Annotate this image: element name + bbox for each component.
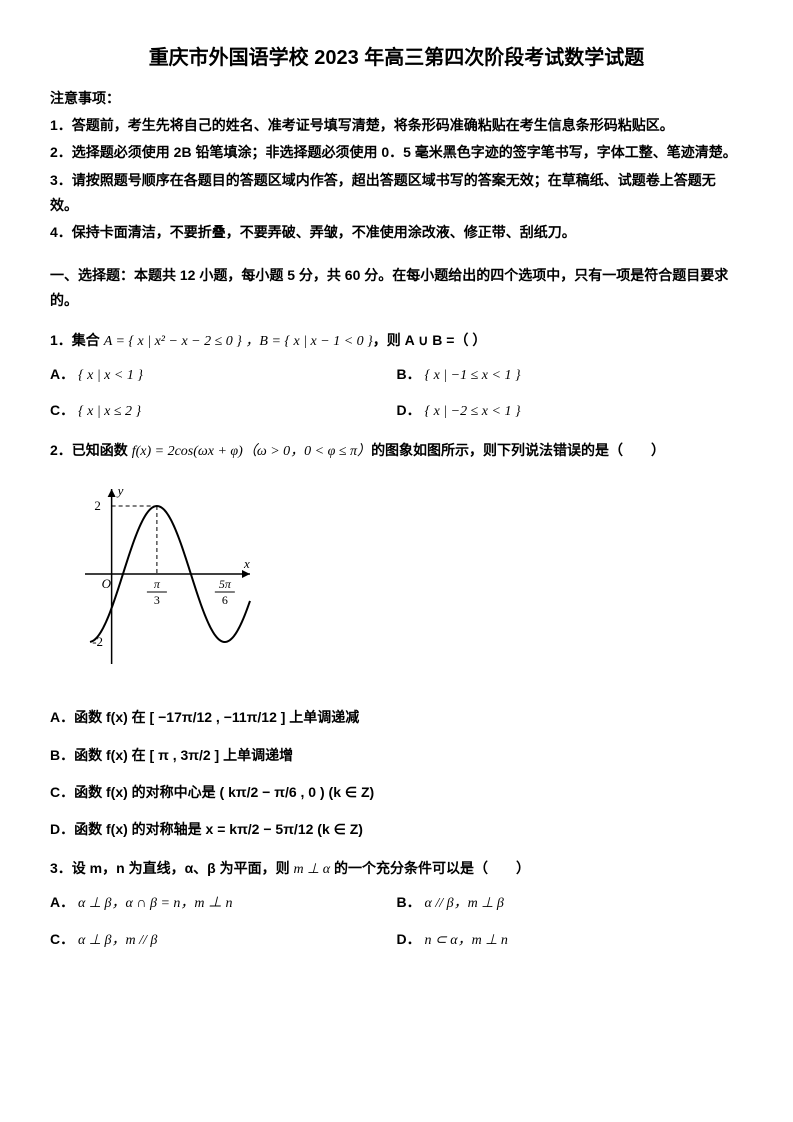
q2-choice-a: A．函数 f(x) 在 [ −17π/12 , −11π/12 ] 上单调递减 [50,705,743,730]
notice-item: 2．选择题必须使用 2B 铅笔填涂；非选择题必须使用 0．5 毫米黑色字迹的签字… [50,140,743,165]
q3-choice-c: C．α ⊥ β，m // β [50,927,397,953]
choice-label: D． [397,398,425,423]
q2-choice-c: C．函数 f(x) 的对称中心是 ( kπ/2 − π/6 , 0 ) (k ∈… [50,780,743,805]
svg-text:6: 6 [222,593,228,607]
notice-item: 4．保持卡面清洁，不要折叠，不要弄破、弄皱，不准使用涂改液、修正带、刮纸刀。 [50,220,743,245]
q2-choice-a-text: A．函数 f(x) 在 [ −17π/12 , −11π/12 ] 上单调递减 [50,709,359,725]
q1-stem-pre: 1．集合 [50,332,104,348]
svg-text:3: 3 [154,593,160,607]
q1-stem-math: A = { x | x² − x − 2 ≤ 0 } ，B = { x | x … [104,334,373,349]
q2-stem-math: f(x) = 2cos(ωx + φ)（ω > 0，0 < φ ≤ π） [132,444,371,459]
question-2: 2．已知函数 f(x) = 2cos(ωx + φ)（ω > 0，0 < φ ≤… [50,438,743,464]
svg-text:π: π [154,577,161,591]
q2-choice-b: B．函数 f(x) 在 [ π , 3π/2 ] 上单调递增 [50,743,743,768]
question-3: 3．设 m，n 为直线，α、β 为平面，则 m ⊥ α 的一个充分条件可以是（ … [50,856,743,882]
choice-label: B． [397,362,425,387]
section-heading: 一、选择题：本题共 12 小题，每小题 5 分，共 60 分。在每小题给出的四个… [50,263,743,313]
choice-label: A． [50,890,78,915]
q3-choice-c-text: α ⊥ β，m // β [78,933,157,948]
q1-choice-a-text: { x | x < 1 } [78,368,143,383]
choice-label: D． [397,927,425,952]
q3-choice-d: D．n ⊂ α，m ⊥ n [397,927,744,953]
svg-text:x: x [243,556,250,571]
q1-choice-d: D．{ x | −2 ≤ x < 1 } [397,398,744,424]
q1-choice-a: A．{ x | x < 1 } [50,362,397,388]
q2-choice-c-text: C．函数 f(x) 的对称中心是 ( kπ/2 − π/6 , 0 ) (k ∈… [50,784,374,800]
q1-stem-post: ，则 A ∪ B =（ ） [373,332,487,348]
q1-choice-c: C．{ x | x ≤ 2 } [50,398,397,424]
q3-choice-a: A．α ⊥ β，α ∩ β = n，m ⊥ n [50,890,397,916]
svg-text:y: y [116,483,124,498]
choice-label: A． [50,362,78,387]
q2-stem-post: 的图象如图所示，则下列说法错误的是（ ） [371,442,665,458]
q3-stem-math: m ⊥ α [294,862,331,877]
q1-choice-b: B．{ x | −1 ≤ x < 1 } [397,362,744,388]
page-title: 重庆市外国语学校 2023 年高三第四次阶段考试数学试题 [50,40,743,76]
svg-text:2: 2 [94,498,101,513]
notice-heading: 注意事项： [50,86,743,111]
q1-choices: A．{ x | x < 1 } B．{ x | −1 ≤ x < 1 } C．{… [50,362,743,424]
q1-choice-b-text: { x | −1 ≤ x < 1 } [425,368,521,383]
q3-stem-pre: 3．设 m，n 为直线，α、β 为平面，则 [50,860,294,876]
choice-label: C． [50,398,78,423]
q3-choice-d-text: n ⊂ α，m ⊥ n [425,933,508,948]
q1-choice-c-text: { x | x ≤ 2 } [78,404,141,419]
notice-item: 3．请按照题号顺序在各题目的答题区域内作答，超出答题区域书写的答案无效；在草稿纸… [50,168,743,218]
choice-label: B． [397,890,425,915]
q2-choice-b-text: B．函数 f(x) 在 [ π , 3π/2 ] 上单调递增 [50,747,293,763]
q2-choice-d-text: D．函数 f(x) 的对称轴是 x = kπ/2 − 5π/12 (k ∈ Z) [50,821,363,837]
cosine-graph-svg: 2-2π35π6xyO [60,474,260,684]
choice-label: C． [50,927,78,952]
q3-choice-b-text: α // β，m ⊥ β [425,896,504,911]
q2-choice-d: D．函数 f(x) 的对称轴是 x = kπ/2 − 5π/12 (k ∈ Z) [50,817,743,842]
q3-stem-post: 的一个充分条件可以是（ ） [330,860,530,876]
q3-choices: A．α ⊥ β，α ∩ β = n，m ⊥ n B．α // β，m ⊥ β C… [50,890,743,952]
svg-text:5π: 5π [219,577,232,591]
q1-choice-d-text: { x | −2 ≤ x < 1 } [425,404,521,419]
q2-graph: 2-2π35π6xyO [60,474,743,693]
notice-item: 1．答题前，考生先将自己的姓名、准考证号填写清楚，将条形码准确粘贴在考生信息条形… [50,113,743,138]
svg-text:O: O [102,576,112,591]
question-1: 1．集合 A = { x | x² − x − 2 ≤ 0 } ，B = { x… [50,328,743,354]
q3-choice-a-text: α ⊥ β，α ∩ β = n，m ⊥ n [78,896,233,911]
q2-stem-pre: 2．已知函数 [50,442,132,458]
q3-choice-b: B．α // β，m ⊥ β [397,890,744,916]
